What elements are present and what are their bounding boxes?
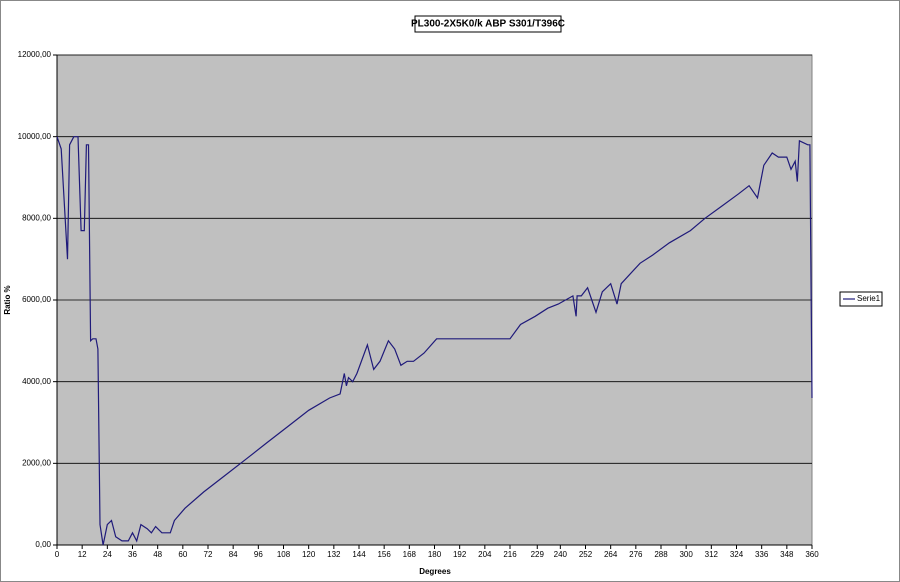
x-tick-label: 180: [428, 550, 442, 559]
x-tick-label: 216: [503, 550, 517, 559]
x-tick-label: 312: [705, 550, 719, 559]
x-tick-label: 132: [327, 550, 341, 559]
x-tick-label: 348: [780, 550, 794, 559]
x-tick-label: 84: [229, 550, 238, 559]
x-tick-label: 360: [805, 550, 819, 559]
y-tick-label: 2000,00: [22, 458, 51, 467]
x-tick-label: 300: [679, 550, 693, 559]
x-tick-label: 192: [453, 550, 467, 559]
x-tick-label: 336: [755, 550, 769, 559]
x-tick-label: 324: [730, 550, 744, 559]
x-tick-label: 288: [654, 550, 668, 559]
y-axis-title: Ratio %: [3, 285, 12, 314]
x-tick-label: 252: [579, 550, 593, 559]
y-tick-label: 10000,00: [18, 132, 52, 141]
series-line: [56, 136, 813, 546]
x-tick-label: 36: [128, 550, 137, 559]
x-tick-label: 229: [531, 550, 545, 559]
x-tick-label: 276: [629, 550, 643, 559]
x-tick-label: 264: [604, 550, 618, 559]
x-tick-label: 0: [55, 550, 60, 559]
title-box: [414, 15, 562, 33]
x-tick-label: 12: [78, 550, 87, 559]
legend-box: [839, 291, 883, 307]
x-tick-label: 108: [277, 550, 291, 559]
y-tick-label: 6000,00: [22, 295, 51, 304]
x-tick-label: 168: [403, 550, 417, 559]
chart-title: PL300-2X5K0/k ABP S301/T396C: [411, 19, 565, 30]
x-tick-label: 120: [302, 550, 316, 559]
x-tick-label: 60: [178, 550, 187, 559]
x-tick-label: 96: [254, 550, 263, 559]
legend-label: Serie1: [857, 294, 881, 303]
x-tick-label: 204: [478, 550, 492, 559]
y-tick-label: 8000,00: [22, 213, 51, 222]
y-tick-label: 0,00: [35, 540, 51, 549]
y-tick-label: 4000,00: [22, 377, 51, 386]
x-tick-label: 144: [352, 550, 366, 559]
x-tick-label: 72: [204, 550, 213, 559]
x-tick-label: 240: [554, 550, 568, 559]
x-axis-title: Degrees: [419, 567, 451, 576]
x-tick-label: 48: [153, 550, 162, 559]
x-tick-label: 24: [103, 550, 112, 559]
y-tick-label: 12000,00: [18, 50, 52, 59]
x-tick-label: 156: [377, 550, 391, 559]
